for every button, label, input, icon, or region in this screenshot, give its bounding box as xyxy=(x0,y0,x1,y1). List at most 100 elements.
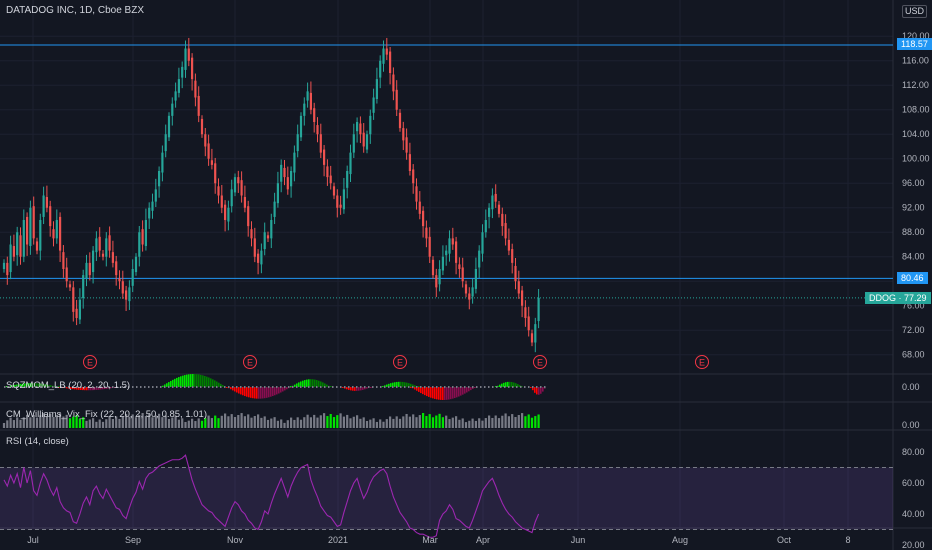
candle-body xyxy=(131,268,134,286)
candle xyxy=(405,128,408,160)
candle xyxy=(326,159,329,186)
squeeze-bar xyxy=(166,383,168,387)
vix-fix-bar xyxy=(194,421,197,428)
candle xyxy=(98,227,101,257)
vix-fix-bar xyxy=(128,416,131,428)
squeeze-zero-dot xyxy=(12,386,14,388)
candle xyxy=(293,145,296,182)
candle-body xyxy=(181,66,184,78)
squeeze-bar xyxy=(256,387,258,399)
squeeze-zero-dot xyxy=(468,386,470,388)
squeeze-zero-dot xyxy=(152,386,154,388)
currency-button[interactable]: USD xyxy=(902,5,928,18)
candle-body xyxy=(392,74,395,92)
candle xyxy=(151,193,154,219)
squeeze-zero-dot xyxy=(124,386,126,388)
candle-body xyxy=(408,154,411,171)
squeeze-zero-dot xyxy=(288,386,290,388)
squeeze-bar xyxy=(418,387,420,392)
squeeze-zero-dot xyxy=(496,386,498,388)
squeeze-zero-dot xyxy=(144,386,146,388)
squeeze-bar xyxy=(326,384,328,387)
time-tick-label: 8 xyxy=(845,535,850,545)
rsi-indicator-title[interactable]: RSI (14, close) xyxy=(6,436,69,447)
candle xyxy=(395,80,398,116)
candle xyxy=(35,237,39,255)
vix-fix-bar xyxy=(49,414,52,428)
candle xyxy=(9,235,12,280)
candle xyxy=(362,123,365,153)
candle xyxy=(164,124,167,158)
earnings-marker[interactable]: E xyxy=(243,355,257,369)
earnings-marker[interactable]: E xyxy=(83,355,97,369)
squeeze-zero-dot xyxy=(376,386,378,388)
candle-body xyxy=(412,169,415,184)
candle-body xyxy=(72,287,75,312)
squeeze-indicator-title[interactable]: SQZMOM_LB (20, 2, 20, 1.5) xyxy=(6,380,131,391)
vix-fix-bar xyxy=(243,416,246,428)
earnings-marker[interactable]: E xyxy=(533,355,547,369)
vix-fix-bar xyxy=(488,415,491,428)
squeeze-bar xyxy=(188,374,190,387)
candle xyxy=(422,206,425,238)
candle-body xyxy=(379,60,382,78)
squeeze-bar xyxy=(226,387,228,388)
candle-body xyxy=(491,195,494,210)
squeeze-zero-dot xyxy=(372,386,374,388)
vix-fix-indicator-title[interactable]: CM_Williams_Vix_Fix (22, 20, 2, 50, 0.85… xyxy=(6,409,207,420)
candle-body xyxy=(438,268,441,285)
squeeze-zero-dot xyxy=(188,386,190,388)
candle xyxy=(471,278,474,304)
vix-fix-bar xyxy=(154,415,157,428)
squeeze-bar xyxy=(98,387,100,390)
candle-body xyxy=(204,134,207,147)
candle xyxy=(303,97,306,126)
squeeze-bar xyxy=(360,387,362,391)
vix-fix-bar xyxy=(263,416,266,428)
squeeze-bar xyxy=(432,387,434,399)
squeeze-zero-dot xyxy=(392,386,394,388)
candle-body xyxy=(210,160,213,165)
vix-fix-bar xyxy=(402,416,405,428)
squeeze-zero-dot xyxy=(256,386,258,388)
vix-fix-bar xyxy=(59,413,62,428)
vix-fix-bar xyxy=(316,417,319,428)
candle-body xyxy=(514,265,517,282)
squeeze-zero-dot xyxy=(504,386,506,388)
squeeze-zero-dot xyxy=(184,386,186,388)
candle-body xyxy=(471,287,474,297)
squeeze-zero-dot xyxy=(348,386,350,388)
earnings-marker[interactable]: E xyxy=(695,355,709,369)
vix-fix-bar xyxy=(369,419,372,428)
candle-body xyxy=(154,189,157,202)
time-axis: Jul Sep Nov 2021 Mar Apr Jun Aug Oct 8 xyxy=(27,535,850,545)
candle xyxy=(2,259,6,273)
vix-fix-histogram xyxy=(2,413,540,428)
squeeze-bar xyxy=(396,381,398,387)
vix-fix-bar xyxy=(336,415,339,428)
squeeze-zero-dot xyxy=(412,386,414,388)
squeeze-zero-dot xyxy=(540,386,542,388)
squeeze-bar xyxy=(168,382,170,387)
squeeze-bar xyxy=(100,387,102,390)
candle xyxy=(75,299,78,326)
candle xyxy=(217,178,220,204)
candle-body xyxy=(504,223,507,239)
vix-fix-bar xyxy=(39,415,42,428)
candle xyxy=(286,166,289,195)
candle xyxy=(365,130,369,154)
candle-body xyxy=(78,299,81,320)
vix-fix-bar xyxy=(296,417,299,428)
candle xyxy=(464,280,468,298)
candle xyxy=(352,123,355,159)
candle-body xyxy=(197,95,200,116)
earnings-marker[interactable]: E xyxy=(393,355,407,369)
time-tick-label: Aug xyxy=(672,535,688,545)
price-tick-label: 104.00 xyxy=(902,129,930,139)
squeeze-bar xyxy=(517,384,519,387)
candle xyxy=(65,257,68,288)
squeeze-bar xyxy=(242,387,244,396)
candle xyxy=(296,124,299,158)
candle xyxy=(428,227,431,263)
